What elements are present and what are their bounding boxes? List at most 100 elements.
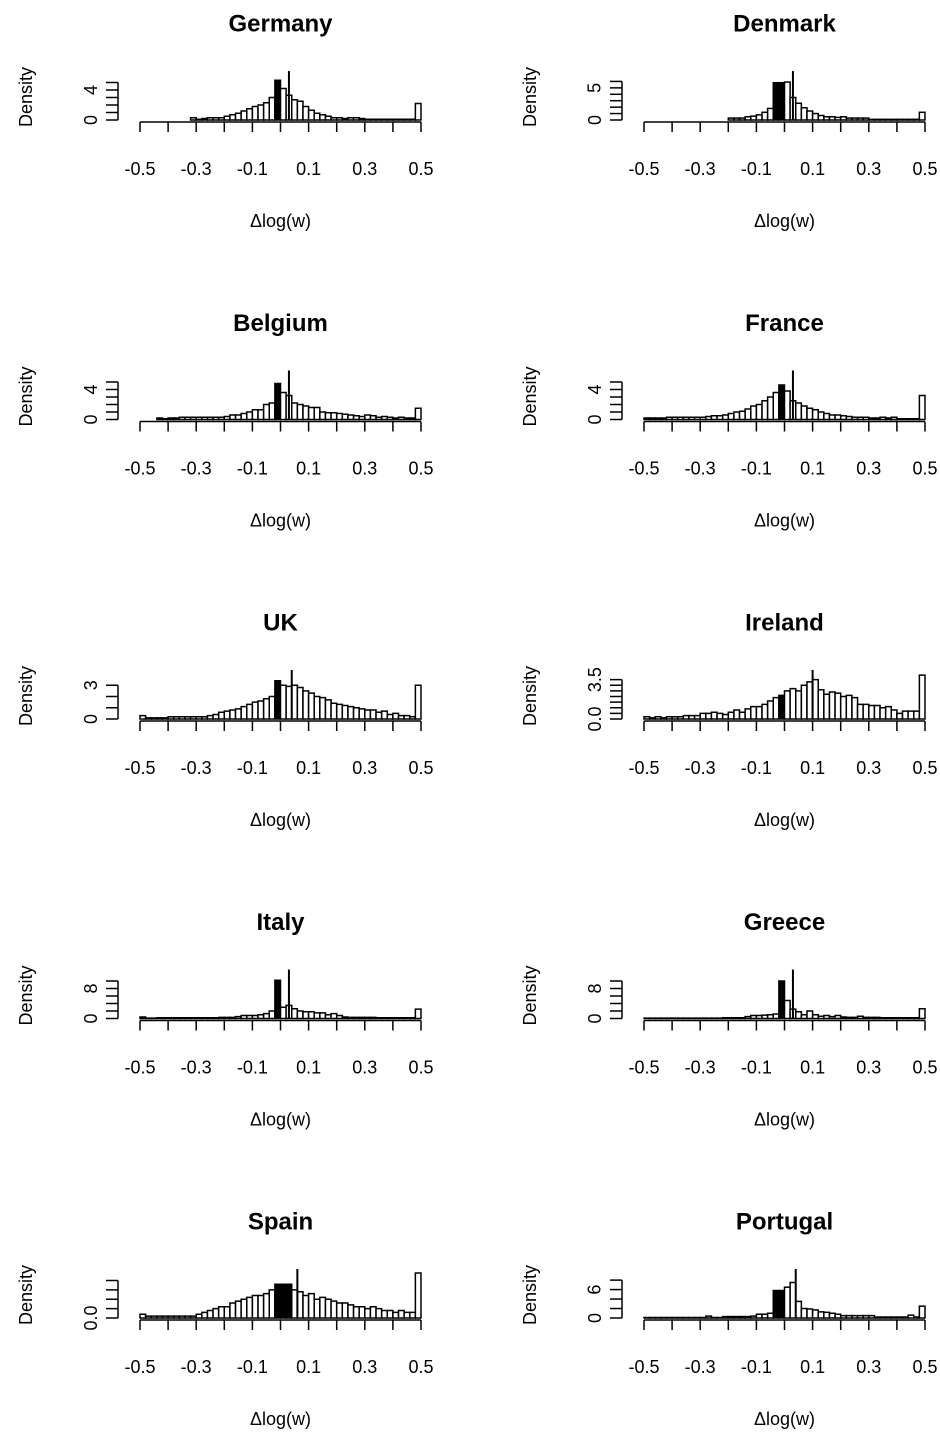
bar: [246, 703, 254, 720]
x-tick-label: -0.5: [628, 1057, 659, 1077]
bar: [201, 1311, 209, 1319]
bar: [240, 1014, 248, 1020]
bar: [279, 87, 287, 121]
bar: [414, 684, 422, 720]
bar: [296, 686, 304, 720]
bar: [693, 714, 701, 720]
bar: [302, 1011, 310, 1020]
x-tick-label: -0.5: [628, 159, 659, 179]
x-tick-label: -0.5: [628, 758, 659, 778]
bar: [268, 695, 276, 720]
bar: [913, 710, 921, 720]
bar: [913, 118, 921, 121]
bar: [217, 117, 226, 121]
x-tick-label: 0.3: [856, 758, 881, 778]
bar: [862, 416, 870, 421]
bar: [750, 1315, 758, 1319]
bar: [710, 711, 718, 720]
bar: [296, 403, 304, 421]
bar: [772, 1289, 780, 1319]
bar: [414, 102, 422, 121]
x-tick-label: -0.1: [237, 458, 268, 478]
bar: [811, 112, 819, 121]
bar: [783, 390, 791, 421]
bar: [755, 705, 763, 720]
bar: [347, 1016, 355, 1020]
bar: [699, 712, 707, 720]
x-axis-label: Δlog(w): [250, 810, 311, 830]
bar: [206, 1309, 214, 1319]
bar: [161, 1017, 169, 1020]
bar: [392, 1017, 400, 1020]
bar: [341, 413, 349, 421]
bar: [828, 116, 836, 121]
bar: [313, 406, 321, 421]
x-tick-label: 0.1: [296, 1057, 321, 1077]
x-tick-label: 0.5: [912, 1357, 937, 1377]
bar: [364, 709, 372, 720]
bar: [251, 1014, 259, 1020]
bar: [834, 1014, 842, 1020]
y-axis-label: Density: [16, 666, 36, 726]
bar: [766, 1312, 775, 1319]
bar: [212, 117, 220, 121]
bar: [189, 1315, 197, 1319]
bar: [772, 696, 780, 720]
bar: [380, 1309, 389, 1319]
bar: [834, 116, 842, 121]
bar: [733, 1315, 741, 1319]
bar: [262, 1012, 271, 1020]
bar: [341, 117, 349, 121]
y-axis-label: Density: [520, 1265, 540, 1325]
bar: [178, 1017, 186, 1020]
x-axis-label: Δlog(w): [754, 810, 815, 830]
bar: [206, 714, 214, 720]
bar: [896, 118, 904, 121]
bar: [783, 1286, 791, 1319]
bar: [262, 698, 271, 720]
bar: [409, 716, 417, 720]
bar: [364, 118, 372, 121]
bar: [738, 410, 746, 421]
bar: [856, 703, 864, 720]
bar: [189, 716, 197, 720]
bar: [913, 418, 921, 421]
bar: [201, 416, 209, 421]
bar: [223, 415, 231, 421]
bar: [330, 1300, 338, 1319]
bar: [890, 709, 898, 720]
bar: [800, 1014, 808, 1020]
bar: [257, 104, 265, 121]
x-tick-label: 0.5: [912, 758, 937, 778]
x-tick-label: 0.5: [408, 159, 433, 179]
bar: [251, 105, 259, 121]
bar: [409, 1017, 417, 1020]
x-tick-label: -0.3: [181, 1357, 212, 1377]
bar: [879, 1316, 887, 1319]
bar: [727, 1017, 735, 1020]
chart-title: Italy: [256, 909, 305, 936]
bar: [195, 716, 203, 720]
bar: [262, 403, 271, 421]
bar: [896, 1316, 904, 1319]
y-tick-label: 8: [81, 983, 101, 993]
bar: [229, 414, 237, 421]
bar: [195, 1017, 203, 1020]
bar: [262, 102, 271, 121]
bar: [257, 1294, 265, 1319]
bar: [783, 81, 791, 121]
x-tick-label: -0.5: [124, 1057, 155, 1077]
bar: [251, 409, 259, 421]
bar: [307, 109, 315, 121]
bar: [319, 411, 327, 421]
bar: [862, 1314, 870, 1319]
x-axis-label: Δlog(w): [250, 1109, 311, 1129]
x-tick-label: 0.3: [352, 1057, 377, 1077]
bar: [352, 415, 360, 421]
bar: [918, 1305, 926, 1319]
x-tick-label: -0.5: [124, 758, 155, 778]
bar: [375, 1017, 383, 1020]
bar: [868, 704, 876, 720]
x-axis-label: Δlog(w): [250, 510, 311, 530]
bar: [392, 1311, 400, 1319]
